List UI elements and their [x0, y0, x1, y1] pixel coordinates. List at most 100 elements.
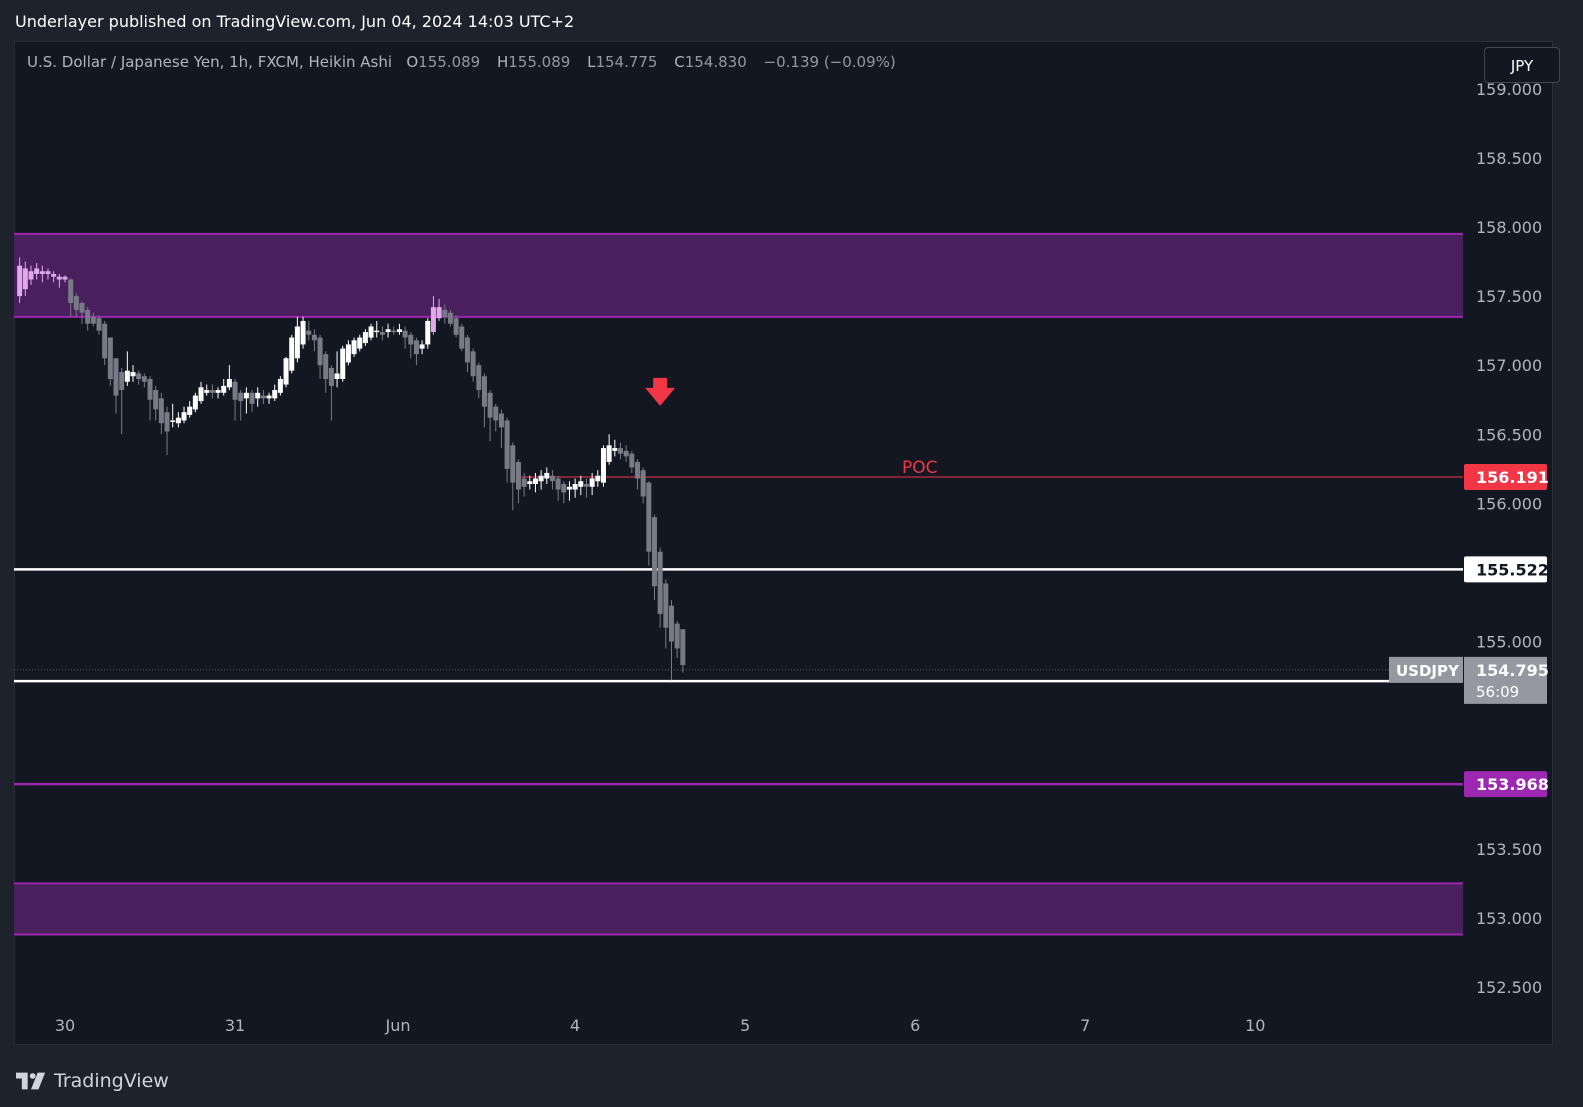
poc-line-tag-label: 156.191	[1476, 468, 1549, 487]
y-tick-label: 158.000	[1476, 218, 1542, 237]
candle-body	[107, 337, 113, 379]
level-155522-tag-label: 155.522	[1476, 560, 1549, 579]
tradingview-brand[interactable]: TradingView	[16, 1070, 169, 1092]
candle-body	[181, 412, 187, 421]
chart-legend: U.S. Dollar / Japanese Yen, 1h, FXCM, He…	[27, 53, 896, 71]
candle-body	[617, 448, 623, 454]
candle-body	[606, 445, 612, 462]
candle-body	[272, 390, 278, 399]
candle-body	[249, 392, 255, 404]
candle-body	[28, 271, 34, 280]
candle-body	[187, 406, 193, 415]
close-label: C	[674, 53, 685, 71]
candle-body	[476, 365, 482, 391]
currency-button[interactable]: JPY	[1484, 47, 1560, 83]
x-tick-label: 30	[55, 1016, 75, 1035]
candle-body	[255, 392, 261, 399]
tradingview-brand-label: TradingView	[54, 1070, 169, 1092]
price-chart[interactable]: POC 159.000 158.500 158.000 157.500 157.000 15…	[14, 41, 1553, 1045]
candle-body	[413, 340, 419, 355]
candle-body	[294, 326, 300, 359]
candle-body	[368, 326, 374, 338]
candle-body	[243, 392, 249, 399]
candle-body	[209, 390, 215, 393]
candle-body	[600, 448, 606, 483]
candle-body	[39, 271, 45, 274]
candle-body	[56, 276, 62, 280]
change-value: −0.139 (−0.09%)	[763, 53, 896, 71]
x-tick-label: 10	[1245, 1016, 1265, 1035]
candle-body	[232, 381, 238, 400]
candle-body	[96, 318, 102, 331]
x-tick-label: 7	[1080, 1016, 1090, 1035]
candle-body	[345, 344, 351, 363]
countdown-label: 56:09	[1476, 683, 1519, 701]
candle-body	[663, 583, 669, 628]
candle-body	[62, 276, 68, 280]
candle-body	[583, 484, 589, 487]
current-price-label: 154.795	[1476, 661, 1549, 680]
y-tick-label: 157.500	[1476, 287, 1542, 306]
candle-body	[215, 390, 221, 393]
x-tick-label: 6	[910, 1016, 920, 1035]
symbol-tag	[1389, 656, 1463, 683]
candle-body	[136, 373, 142, 379]
close-value: 154.830	[684, 53, 747, 71]
candle-body	[623, 450, 629, 457]
candle-body	[634, 461, 640, 479]
candle-body	[153, 390, 159, 410]
open-value: 155.089	[418, 53, 481, 71]
candle-body	[22, 268, 28, 290]
candle-body	[391, 330, 397, 333]
poc-line-tag	[1464, 463, 1547, 490]
candle-body	[549, 475, 555, 482]
current-price-tag	[1464, 656, 1547, 704]
candle-body	[668, 605, 674, 642]
candle-body	[464, 337, 470, 363]
y-tick-label: 153.500	[1476, 840, 1542, 859]
candle-body	[510, 445, 516, 483]
candle-body	[595, 475, 601, 482]
symbol-description[interactable]: U.S. Dollar / Japanese Yen, 1h, FXCM, He…	[27, 53, 393, 71]
symbol-tag-label: USDJPY	[1396, 662, 1460, 680]
candle-body	[45, 271, 51, 274]
candle-body	[544, 472, 550, 479]
candle-body	[442, 309, 448, 317]
candle-body	[651, 517, 657, 587]
candle-body	[102, 323, 108, 359]
candle-body	[85, 309, 91, 324]
level-153968-tag	[1464, 771, 1547, 798]
candle-body	[283, 358, 289, 385]
candle-body	[402, 330, 408, 338]
y-tick-label: 158.500	[1476, 149, 1542, 168]
candle-body	[589, 478, 595, 487]
candle-body	[527, 481, 533, 485]
poc-label: POC	[902, 458, 938, 478]
candle-body	[226, 379, 232, 388]
candle-body	[578, 481, 584, 487]
x-tick-label: 5	[740, 1016, 750, 1035]
level-153968-tag-label: 153.968	[1476, 775, 1549, 794]
candle-body	[221, 385, 227, 393]
candle-body	[79, 303, 85, 313]
x-tick-label: 31	[225, 1016, 245, 1035]
candle-body	[68, 279, 74, 303]
candle-body	[470, 351, 476, 377]
candle-body	[300, 320, 306, 345]
candle-body	[260, 395, 266, 399]
candle-body	[311, 334, 317, 341]
lower-demand-zone	[14, 883, 1463, 935]
candle-body	[646, 482, 652, 552]
chart-frame[interactable]	[14, 41, 1553, 1045]
candle-body	[51, 273, 57, 277]
candle-body	[561, 484, 567, 493]
candle-body	[657, 551, 663, 614]
candle-body	[538, 475, 544, 482]
candle-body	[493, 406, 499, 421]
candle-body	[164, 412, 170, 432]
candle-body	[323, 354, 329, 379]
candle-body	[175, 417, 181, 424]
y-tick-label: 159.000	[1476, 80, 1542, 99]
x-tick-label: 4	[570, 1016, 580, 1035]
candle-body	[289, 337, 295, 371]
